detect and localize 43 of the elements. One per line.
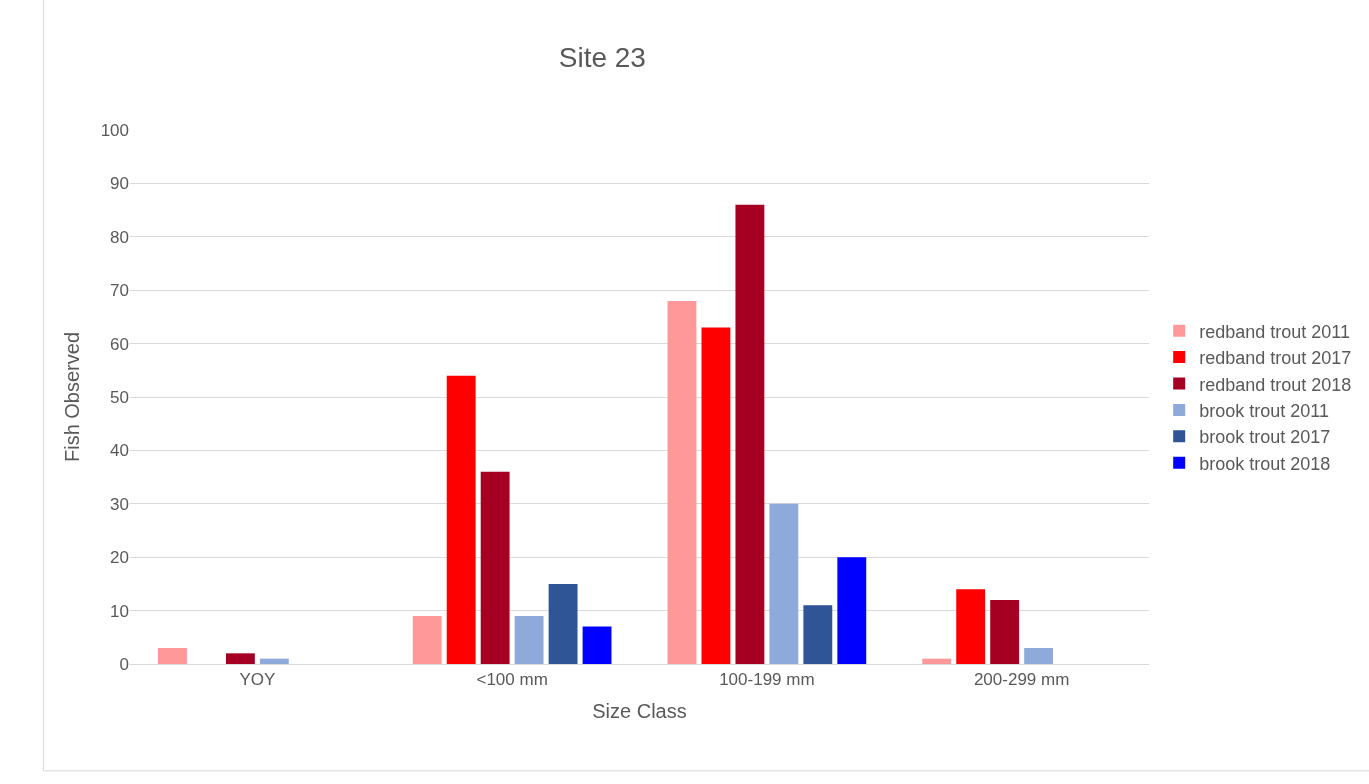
x-axis-title: Size Class xyxy=(592,699,687,722)
x-tick-label: 100-199 mm xyxy=(719,670,815,690)
bar xyxy=(956,589,986,664)
y-axis-title: Fish Observed xyxy=(61,331,84,463)
bar xyxy=(480,471,510,664)
y-tick-label: 40 xyxy=(110,441,129,461)
legend-label: redband trout 2018 xyxy=(1199,374,1352,395)
legend-label: redband trout 2017 xyxy=(1199,348,1352,369)
y-tick-label: 90 xyxy=(110,174,129,194)
bar xyxy=(769,503,799,664)
bar xyxy=(446,375,476,664)
legend-label: brook trout 2018 xyxy=(1199,453,1331,474)
x-tick-label: YOY xyxy=(239,670,276,690)
y-tick-label: 30 xyxy=(110,494,129,514)
bar xyxy=(701,327,731,664)
bar xyxy=(922,658,952,664)
bar xyxy=(837,557,867,664)
legend-label: redband trout 2011 xyxy=(1199,321,1350,342)
x-tick-label: 200-299 mm xyxy=(973,670,1070,690)
legend-label: brook trout 2011 xyxy=(1199,400,1329,421)
bar xyxy=(582,626,612,664)
legend-label: brook trout 2017 xyxy=(1199,427,1331,448)
bar xyxy=(514,615,544,664)
bar xyxy=(548,583,578,664)
bar xyxy=(259,658,289,664)
y-tick-label: 100 xyxy=(100,120,129,140)
x-tick-label: <100 mm xyxy=(476,670,548,690)
y-tick-label: 60 xyxy=(110,334,129,354)
bar xyxy=(803,605,833,664)
bar xyxy=(225,653,255,664)
bar xyxy=(735,204,765,664)
bar xyxy=(667,300,697,664)
bar xyxy=(990,599,1020,664)
bar xyxy=(1024,647,1054,664)
y-tick-label: 10 xyxy=(110,601,129,621)
y-tick-label: 20 xyxy=(110,548,129,568)
bar xyxy=(158,647,187,664)
y-tick-label: 0 xyxy=(119,654,129,674)
y-tick-label: 50 xyxy=(110,387,129,407)
y-tick-label: 70 xyxy=(110,281,129,301)
y-tick-label: 80 xyxy=(110,227,129,247)
bar xyxy=(412,615,442,664)
chart-title: Site 23 xyxy=(558,41,646,73)
